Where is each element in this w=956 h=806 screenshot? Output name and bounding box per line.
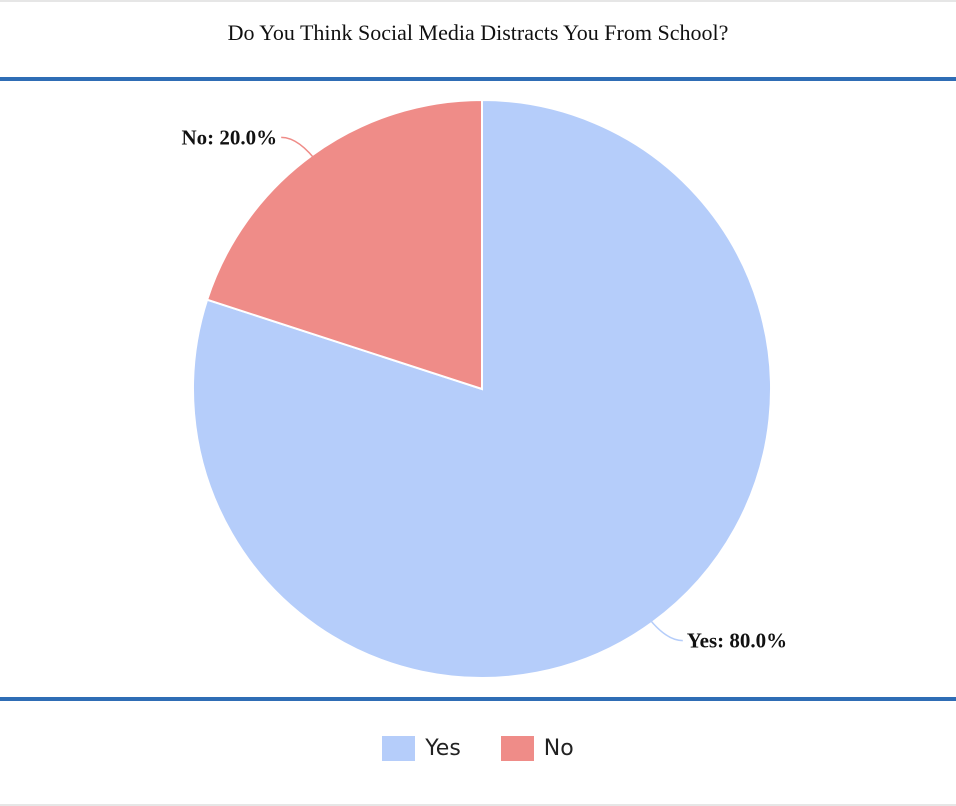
legend-item-no[interactable]: No <box>500 736 574 761</box>
data-label-yes: Yes: 80.0% <box>687 629 787 653</box>
top-divider <box>0 77 956 81</box>
data-label-no: No: 20.0% <box>182 125 278 149</box>
chart-title: Do You Think Social Media Distracts You … <box>227 20 729 45</box>
bottom-divider <box>0 697 956 701</box>
legend-swatch-no <box>500 736 534 761</box>
leader-line-no <box>281 136 320 166</box>
legend-item-yes[interactable]: Yes <box>382 736 461 761</box>
legend: Yes No <box>0 736 956 761</box>
leader-line-yes <box>644 612 683 642</box>
legend-label-no: No <box>543 736 574 761</box>
legend-swatch-yes <box>382 736 416 761</box>
legend-label-yes: Yes <box>425 736 461 761</box>
